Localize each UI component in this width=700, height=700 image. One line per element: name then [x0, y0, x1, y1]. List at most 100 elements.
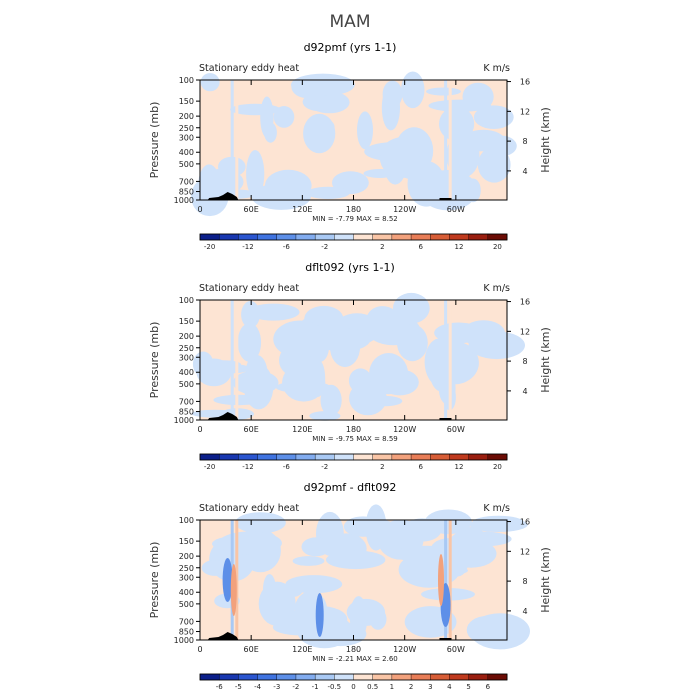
colorbar-swatch [257, 673, 278, 681]
vertical-feature [230, 80, 234, 200]
y-tick-label: 850 [179, 408, 194, 417]
colorbar-label: 4 [447, 683, 452, 691]
colorbar-swatch [487, 233, 508, 241]
negative-region [301, 537, 331, 557]
colorbar-swatch [487, 453, 508, 461]
colorbar-frame [199, 673, 508, 681]
colorbar-swatch [218, 673, 239, 681]
colorbar-label: -3 [273, 683, 280, 691]
negative-region [445, 539, 497, 568]
colorbar-label: -12 [242, 463, 253, 471]
negative-region [468, 331, 525, 360]
colorbar-swatch [314, 673, 335, 681]
negative-region [311, 119, 335, 135]
contour-field [191, 292, 525, 421]
panel-units: K m/s [483, 503, 510, 514]
y-right-axis-title: Height (km) [539, 327, 552, 393]
colorbar-swatch [334, 233, 354, 241]
y-tick-label: 700 [179, 177, 194, 186]
panel-2: dflt092 (yrs 1-1) Stationary eddy heat K m… [148, 261, 552, 471]
y-tick-label: 250 [179, 564, 194, 573]
y-tick-label: 100 [179, 296, 194, 305]
panel-left-label: Stationary eddy heat [199, 63, 299, 74]
y-right-tick-label: 8 [522, 137, 527, 146]
contour-field [201, 504, 530, 650]
colorbar-swatch [295, 453, 316, 461]
colorbar-label: 2 [380, 463, 384, 471]
negative-region [439, 106, 475, 141]
negative-region [394, 545, 457, 563]
negative-region [235, 512, 286, 534]
colorbar-swatch [334, 673, 354, 681]
colorbar-swatch [410, 233, 431, 241]
x-tick-label: 0 [197, 425, 202, 434]
colorbar-label: 20 [493, 243, 502, 251]
colorbar-label: 0 [351, 683, 355, 691]
colorbar-swatch [257, 233, 278, 241]
negative-region [392, 292, 430, 324]
negative-region [241, 301, 260, 328]
topography [207, 632, 239, 640]
negative-region [461, 129, 505, 152]
colorbar-label: -2 [292, 683, 299, 691]
negative-region [260, 96, 274, 138]
x-tick-label: 120W [393, 645, 416, 654]
colorbar-swatch [391, 233, 412, 241]
negative-region [200, 73, 220, 92]
negative-region [426, 87, 461, 96]
colorbar-swatch [238, 453, 259, 461]
colorbar-swatch [257, 453, 278, 461]
colorbar-swatch [410, 673, 431, 681]
x-tick-label: 60W [447, 425, 465, 434]
negative-region [401, 71, 425, 109]
vertical-feature [235, 520, 239, 640]
negative-region [344, 518, 394, 532]
colorbar-label: 6 [418, 463, 423, 471]
colorbar-label: -5 [235, 683, 242, 691]
colorbar-swatch [391, 673, 412, 681]
colorbar-swatch [276, 453, 297, 461]
colorbar-label: -2 [321, 463, 328, 471]
min-max-label: MIN = -2.21 MAX = 2.60 [312, 655, 398, 663]
y-tick-label: 700 [179, 617, 194, 626]
x-tick-label: 60E [244, 425, 259, 434]
y-tick-label: 250 [179, 124, 194, 133]
colorbar-swatch [468, 673, 489, 681]
colorbar-swatch [353, 233, 374, 241]
colorbar-swatch [372, 673, 393, 681]
y-right-tick-label: 16 [520, 518, 530, 527]
x-tick-label: 60W [447, 205, 465, 214]
colorbar-label: -1 [312, 683, 319, 691]
negative-region [246, 150, 265, 198]
y-tick-label: 150 [179, 317, 194, 326]
vertical-feature [444, 520, 448, 640]
negative-region [251, 183, 311, 210]
negative-region [232, 370, 279, 395]
negative-region [349, 596, 368, 640]
contour-field [191, 71, 517, 217]
colorbar-label: -6 [216, 683, 224, 691]
y-tick-label: 400 [179, 588, 194, 597]
y-tick-label: 700 [179, 397, 194, 406]
negative-region [291, 75, 326, 99]
panel-1: d92pmf (yrs 1-1) Stationary eddy heat K m/… [148, 41, 552, 251]
panel-title: d92pmf (yrs 1-1) [304, 41, 397, 54]
y-tick-label: 1000 [174, 196, 194, 205]
colorbar-swatch [353, 453, 374, 461]
colorbar-swatch [276, 673, 297, 681]
y-right-tick-label: 4 [522, 387, 527, 396]
topography [439, 198, 452, 200]
colorbar-label: 6 [486, 683, 491, 691]
colorbar-swatch [449, 673, 470, 681]
colorbar-label: 12 [455, 243, 464, 251]
colorbar-label: -6 [283, 463, 291, 471]
colorbar-label: 2 [409, 683, 413, 691]
colorbar-swatch [430, 453, 450, 461]
colorbar-label: 12 [455, 463, 464, 471]
x-tick-label: 120E [292, 425, 312, 434]
y-axis-title: Pressure (mb) [148, 542, 161, 619]
negative-region [453, 531, 512, 547]
vertical-feature [448, 520, 452, 640]
x-tick-label: 60E [244, 645, 259, 654]
negative-region [320, 384, 342, 416]
